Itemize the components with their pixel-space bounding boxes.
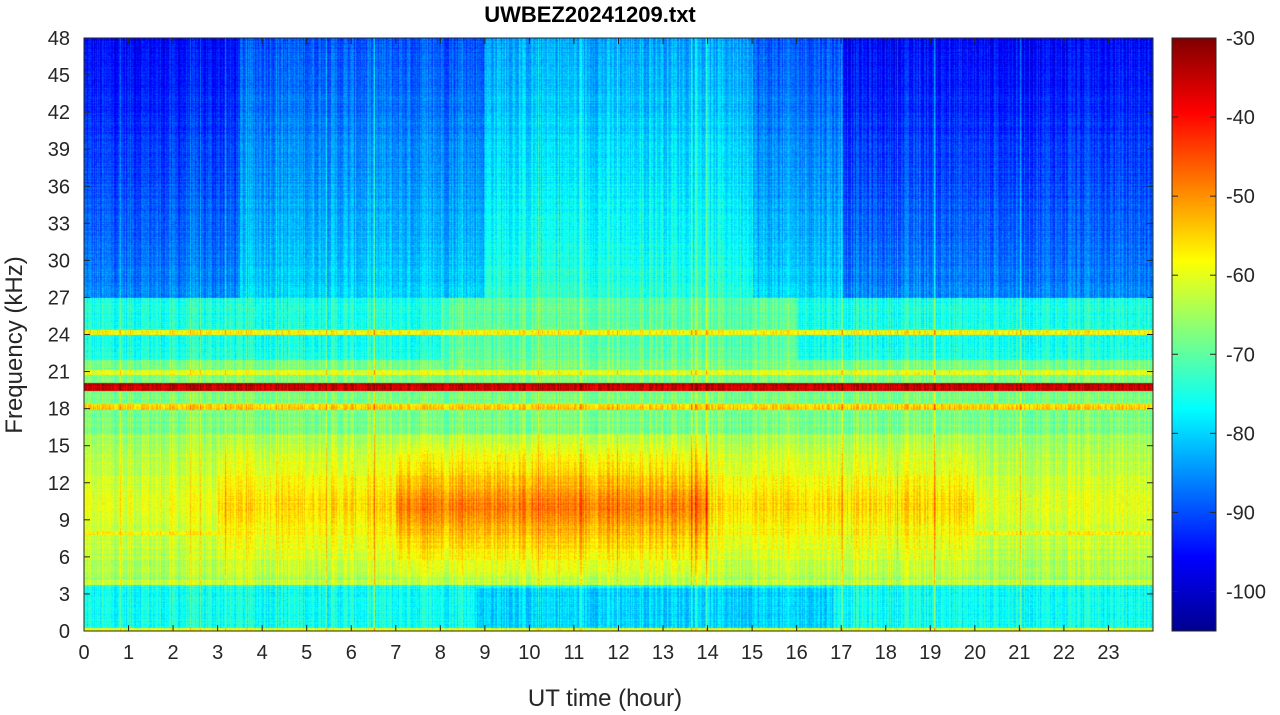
x-tick-label: 1	[123, 642, 134, 664]
x-tick-label: 2	[168, 642, 179, 664]
y-tick-label: 30	[48, 250, 70, 272]
y-tick-label: 42	[48, 102, 70, 124]
y-tick-label: 24	[48, 325, 70, 347]
colorbar-tick-label: -80	[1226, 423, 1255, 445]
colorbar-tick-label: -50	[1226, 186, 1255, 208]
colorbar-tick-label: -70	[1226, 344, 1255, 366]
y-tick-label: 33	[48, 213, 70, 235]
x-tick-label: 10	[518, 642, 540, 664]
colorbar-tick-label: -60	[1226, 265, 1255, 287]
x-tick-label: 9	[479, 642, 490, 664]
colorbar	[1171, 37, 1217, 632]
x-tick-label: 7	[390, 642, 401, 664]
x-tick-label: 14	[696, 642, 718, 664]
y-tick-label: 12	[48, 473, 70, 495]
x-tick-label: 17	[830, 642, 852, 664]
y-tick-label: 18	[48, 399, 70, 421]
y-tick-label: 48	[48, 28, 70, 50]
x-tick-label: 6	[346, 642, 357, 664]
colorbar-tick-label: -30	[1226, 28, 1255, 50]
y-tick-label: 45	[48, 65, 70, 87]
y-tick-label: 36	[48, 176, 70, 198]
x-axis-label: UT time (hour)	[528, 685, 682, 712]
y-tick-label: 6	[59, 547, 70, 569]
x-tick-label: 21	[1008, 642, 1030, 664]
x-tick-label: 0	[78, 642, 89, 664]
x-tick-label: 23	[1097, 642, 1119, 664]
y-tick-label: 27	[48, 287, 70, 309]
x-tick-label: 13	[652, 642, 674, 664]
x-tick-label: 16	[786, 642, 808, 664]
colorbar-tick-label: -100	[1226, 581, 1266, 603]
y-tick-label: 15	[48, 436, 70, 458]
colorbar-tick-label: -40	[1226, 107, 1255, 129]
x-tick-label: 12	[607, 642, 629, 664]
x-tick-label: 11	[564, 642, 585, 664]
colorbar-ticks: -30 -40 -50 -60 -70 -80 -90 -100	[1172, 28, 1266, 603]
x-tick-label: 22	[1053, 642, 1075, 664]
y-tick-label: 0	[59, 621, 70, 643]
y-axis-label: Frequency (kHz)	[1, 256, 28, 433]
x-tick-label: 8	[435, 642, 446, 664]
x-tick-label: 3	[212, 642, 223, 664]
x-tick-label: 5	[301, 642, 312, 664]
x-tick-label: 18	[875, 642, 897, 664]
y-tick-label: 3	[59, 584, 70, 606]
y-tick-label: 39	[48, 139, 70, 161]
x-axis-ticks: 0 1 2 3 4 5 6 7 8 9 10 11 12 13 14 15 16 17 18 19 20 21 22 23	[78, 38, 1120, 664]
x-tick-label: 20	[964, 642, 986, 664]
x-tick-label: 19	[919, 642, 941, 664]
x-tick-label: 15	[741, 642, 763, 664]
y-tick-label: 9	[59, 510, 70, 532]
x-tick-label: 4	[257, 642, 268, 664]
colorbar-tick-label: -90	[1226, 502, 1255, 524]
chart-title: UWBEZ20241209.txt	[484, 2, 696, 27]
y-tick-label: 21	[48, 362, 70, 384]
heatmap-plot-area	[84, 38, 1153, 631]
